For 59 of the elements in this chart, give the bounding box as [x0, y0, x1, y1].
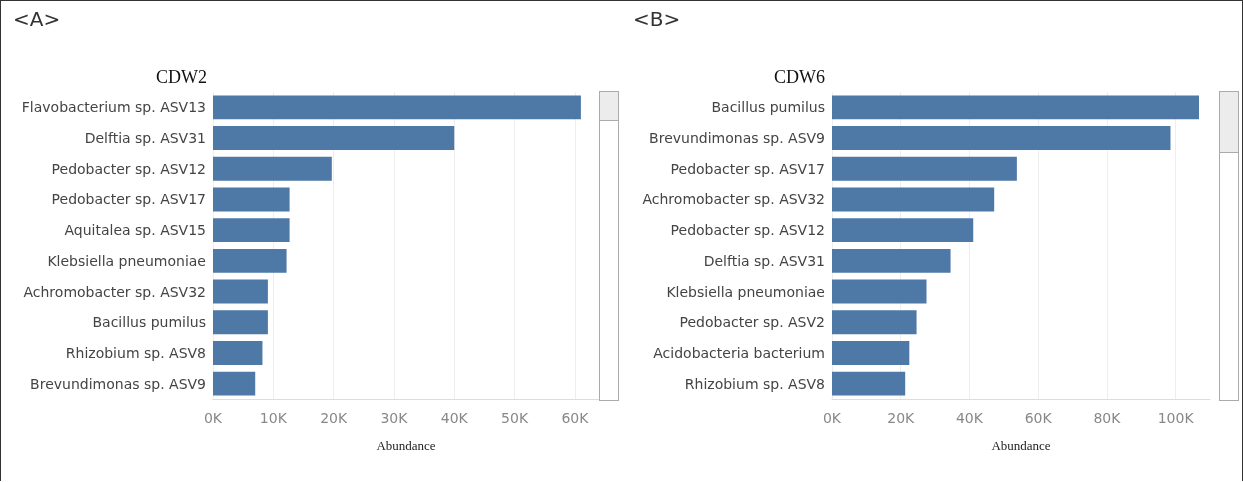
bar [832, 371, 906, 396]
y-tick-label: Aquitalea sp. ASV15 [64, 222, 206, 239]
x-tick-label: 80K [1093, 410, 1122, 426]
bar [832, 95, 1199, 120]
bar [213, 340, 263, 365]
x-tick-label: 10K [259, 410, 288, 426]
y-tick-label: Brevundimonas sp. ASV9 [649, 130, 825, 147]
y-tick-label: Pedobacter sp. ASV12 [51, 160, 206, 177]
chart-title: CDW6 [774, 67, 825, 87]
x-tick-label: 40K [440, 410, 469, 426]
y-tick-label: Bacillus pumilus [92, 314, 206, 331]
x-tick-label: 20K [887, 410, 916, 426]
x-tick-label: 0K [822, 410, 842, 426]
x-tick-label: 30K [380, 410, 409, 426]
bar [832, 310, 917, 335]
y-tick-label: Flavobacterium sp. ASV13 [21, 99, 206, 116]
bar [832, 156, 1017, 181]
chart-title: CDW2 [156, 67, 207, 87]
bar [832, 248, 951, 273]
y-tick-label: Acidobacteria bacterium [653, 344, 825, 361]
bar [832, 218, 974, 243]
y-tick-label: Klebsiella pneumoniae [666, 283, 825, 300]
bar [213, 310, 268, 335]
y-tick-label: Delftia sp. ASV31 [84, 130, 206, 147]
text: <B> [633, 7, 681, 31]
x-tick-label: 60K [561, 410, 590, 426]
x-axis-title: Abundance [376, 438, 436, 453]
x-axis-title: Abundance [991, 438, 1051, 453]
text: <A> [13, 7, 61, 31]
y-tick-label: Klebsiella pneumoniae [47, 252, 206, 269]
bar [832, 126, 1171, 151]
y-tick-label: Achromobacter sp. ASV32 [642, 191, 825, 208]
bar [213, 187, 290, 212]
x-tick-label: 0K [203, 410, 223, 426]
x-tick-label: 20K [320, 410, 348, 426]
x-tick-label: 60K [1024, 410, 1053, 426]
bar [832, 340, 910, 365]
y-tick-label: Delftia sp. ASV31 [703, 252, 825, 269]
x-tick-label: 40K [955, 410, 984, 426]
bar [213, 371, 256, 396]
y-tick-label: Pedobacter sp. ASV12 [670, 222, 825, 239]
y-tick-label: Rhizobium sp. ASV8 [65, 344, 206, 361]
y-tick-label: Achromobacter sp. ASV32 [23, 283, 206, 300]
bar [213, 248, 287, 273]
bar [213, 95, 581, 120]
y-tick-label: Pedobacter sp. ASV17 [51, 191, 206, 208]
x-tick-label: 50K [501, 410, 529, 426]
x-tick-label: 100K [1157, 410, 1195, 426]
y-tick-label: Rhizobium sp. ASV8 [684, 375, 825, 392]
bar [213, 156, 332, 181]
y-tick-label: Pedobacter sp. ASV2 [679, 314, 825, 331]
y-tick-label: Pedobacter sp. ASV17 [670, 160, 825, 177]
bar [213, 126, 455, 151]
y-tick-label: Bacillus pumilus [711, 99, 825, 116]
bar [213, 218, 290, 243]
bar [832, 187, 995, 212]
y-tick-label: Brevundimonas sp. ASV9 [30, 375, 206, 392]
bar [213, 279, 268, 304]
bar [832, 279, 927, 304]
